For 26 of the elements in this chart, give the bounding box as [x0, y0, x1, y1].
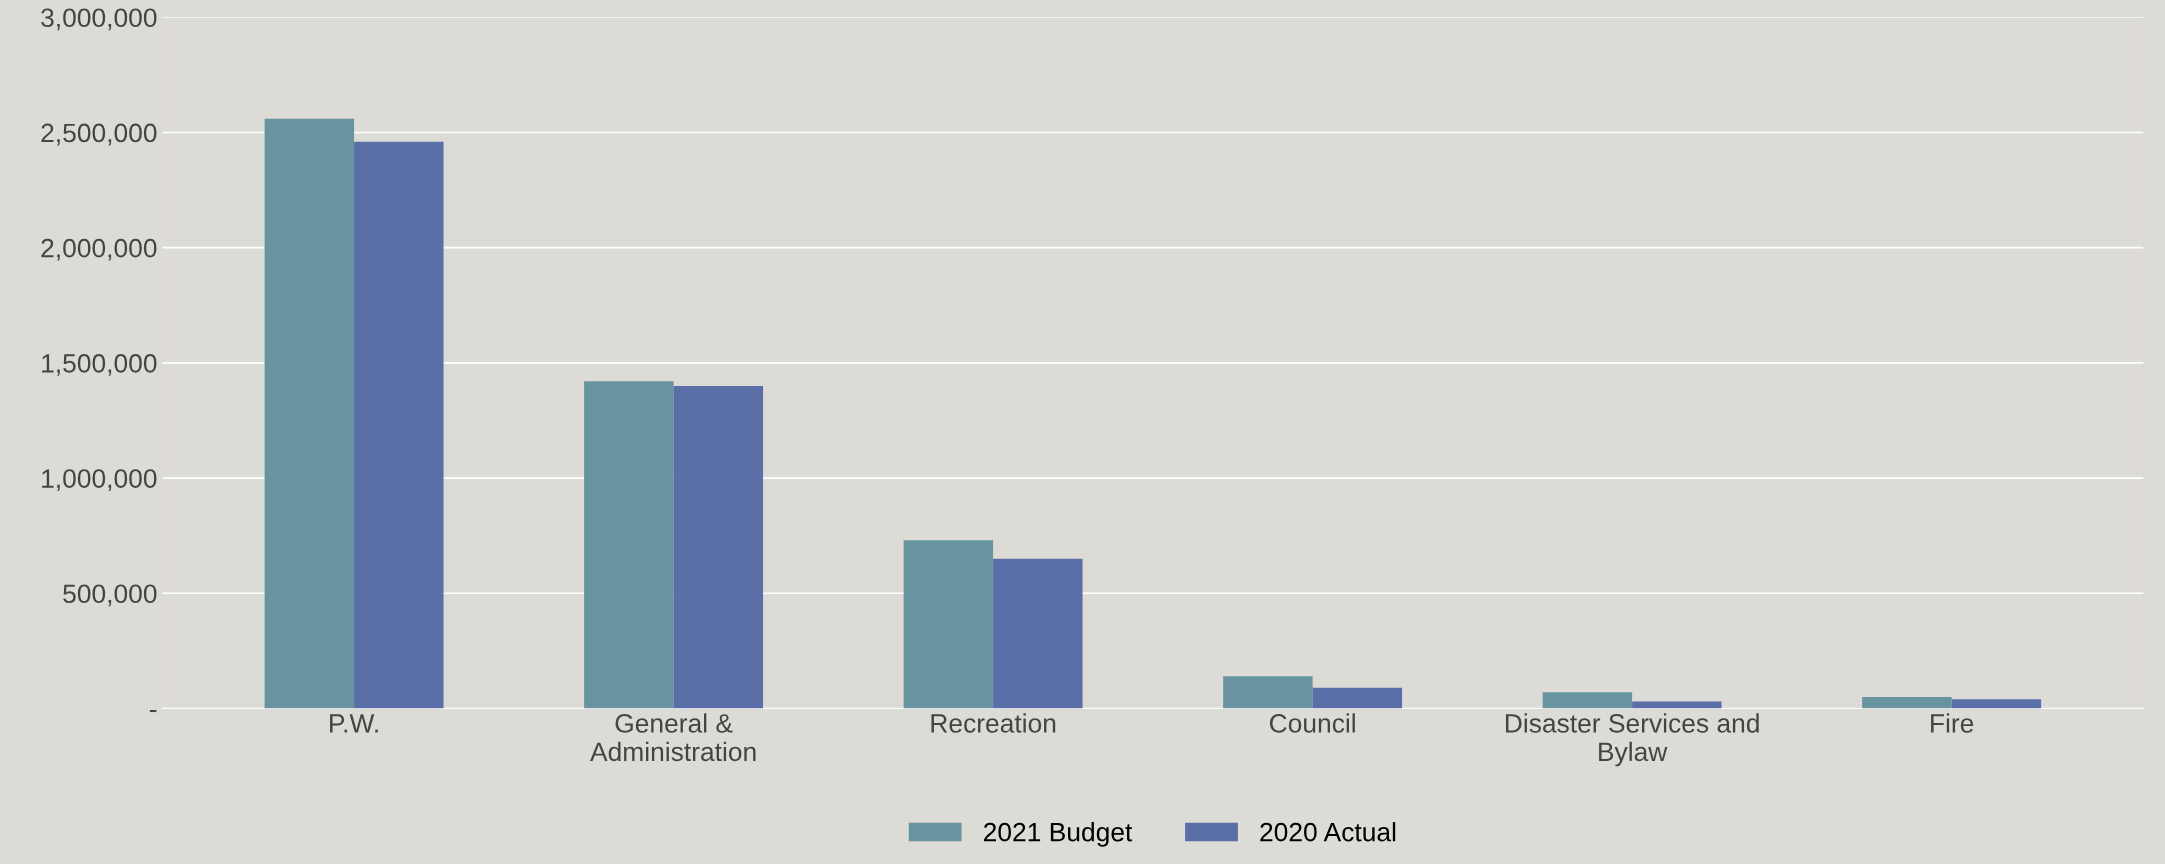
bar [1542, 692, 1633, 709]
y-tick-label: 2,500,000 [41, 123, 157, 146]
bar [993, 558, 1083, 709]
legend-label: 2020 Actual [1260, 822, 1396, 842]
bar [1223, 676, 1313, 709]
y-tick-label: 3,000,000 [41, 8, 157, 31]
x-tick-label: Recreation [931, 713, 1056, 733]
bar [1951, 699, 2042, 709]
y-tick-label: 1,500,000 [42, 354, 157, 376]
bar [264, 118, 355, 709]
legend-label: 2021 Budget [984, 822, 1133, 847]
y-tick-label: 2,000,000 [41, 238, 157, 261]
y-tick-label: 500,000 [63, 584, 157, 607]
x-tick-label: Disaster Services and Bylaw [1505, 713, 1759, 767]
bar [354, 141, 444, 709]
bar [584, 381, 674, 709]
x-tick-label: Council [1269, 713, 1355, 733]
bar [1312, 687, 1403, 709]
y-tick-label: 1,000,000 [42, 469, 157, 492]
bar [903, 540, 994, 709]
bar [673, 385, 764, 709]
x-tick-label: Fire [1931, 713, 1974, 733]
x-tick-label: General & Administration [590, 713, 756, 762]
bar [1862, 696, 1952, 709]
x-tick-label: P.W. [330, 714, 378, 733]
y-tick-label: - [149, 710, 157, 713]
